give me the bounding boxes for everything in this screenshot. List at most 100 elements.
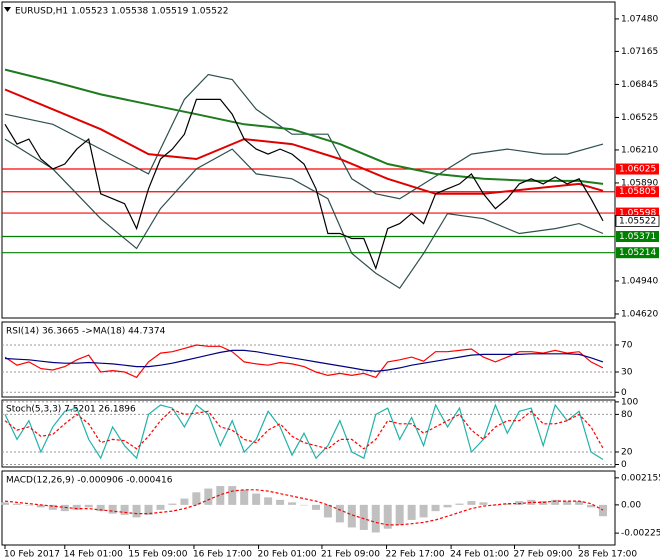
histogram-bar bbox=[192, 492, 201, 505]
histogram-bar bbox=[479, 502, 488, 505]
histogram-bar bbox=[276, 499, 285, 505]
level-badge bbox=[616, 230, 659, 242]
histogram-bar bbox=[228, 486, 237, 505]
histogram-bar bbox=[551, 499, 560, 505]
x-tick-label: 20 Feb 01:00 bbox=[258, 550, 317, 560]
series-line bbox=[4, 408, 604, 450]
x-tick-label: 28 Feb 17:00 bbox=[578, 550, 637, 560]
histogram-bar bbox=[204, 488, 213, 505]
histogram-bar bbox=[252, 493, 261, 505]
histogram-bar bbox=[96, 504, 105, 512]
y-tick-label: 1.05890 bbox=[621, 178, 658, 188]
y-tick-label: 70 bbox=[621, 340, 633, 350]
histogram-bar bbox=[443, 504, 452, 508]
histogram-bar bbox=[527, 499, 536, 505]
y-tick-label: 1.04620 bbox=[621, 309, 658, 319]
y-tick-label: 100 bbox=[621, 397, 638, 407]
panel-title: MACD(12,26,9) -0.000906 -0.000416 bbox=[6, 476, 173, 486]
histogram-bar bbox=[132, 504, 141, 518]
y-tick-label: 1.06525 bbox=[621, 113, 658, 123]
y-tick-label: 1.07480 bbox=[621, 14, 658, 24]
level-badge bbox=[616, 163, 659, 175]
histogram-bar bbox=[335, 504, 344, 523]
histogram-bar bbox=[311, 504, 320, 510]
y-tick-label: 0 bbox=[621, 460, 627, 470]
panel-title: EURUSD,H1 1.05523 1.05538 1.05519 1.0552… bbox=[15, 7, 228, 17]
histogram-bar bbox=[240, 489, 249, 505]
series-line bbox=[4, 138, 604, 290]
y-tick-label: 1.04940 bbox=[621, 276, 658, 286]
series-line bbox=[4, 349, 604, 372]
y-tick-label: 20 bbox=[621, 447, 633, 457]
histogram-bar bbox=[156, 504, 165, 510]
histogram-bar bbox=[419, 504, 428, 518]
last-price-badge bbox=[615, 215, 660, 227]
histogram-bar bbox=[12, 503, 21, 505]
histogram-bar bbox=[587, 504, 596, 508]
series-line bbox=[4, 73, 604, 200]
panel bbox=[1, 399, 616, 468]
histogram-bar bbox=[431, 504, 440, 512]
histogram-bar bbox=[264, 497, 273, 505]
histogram-bar bbox=[84, 504, 93, 508]
x-tick-label: 27 Feb 09:00 bbox=[513, 550, 572, 560]
histogram-bar bbox=[120, 504, 129, 515]
series-line bbox=[4, 403, 604, 461]
histogram-bar bbox=[144, 504, 153, 515]
level-label: 1.05598 bbox=[619, 209, 656, 219]
series-line bbox=[4, 88, 604, 195]
histogram-bar bbox=[72, 504, 81, 510]
histogram-bar bbox=[323, 504, 332, 518]
level-label: 1.05805 bbox=[619, 187, 656, 197]
y-tick-label: 80 bbox=[621, 410, 633, 420]
histogram-bar bbox=[168, 503, 177, 505]
histogram-bar bbox=[599, 504, 607, 517]
series-line bbox=[4, 68, 604, 185]
x-tick-label: 21 Feb 09:00 bbox=[321, 550, 380, 560]
x-tick-label: 16 Feb 17:00 bbox=[193, 550, 252, 560]
histogram-bar bbox=[24, 504, 33, 506]
histogram-bar bbox=[347, 504, 356, 528]
y-tick-label: 1.06845 bbox=[621, 80, 658, 90]
histogram-bar bbox=[515, 501, 524, 505]
histogram-bar bbox=[563, 501, 572, 505]
histogram-bar bbox=[1, 502, 9, 505]
series-line bbox=[4, 489, 604, 526]
histogram-bar bbox=[371, 504, 380, 533]
histogram-bar bbox=[407, 504, 416, 520]
level-label: 1.06025 bbox=[619, 165, 656, 175]
y-tick-label: 1.06210 bbox=[621, 145, 658, 155]
level-label: 1.05371 bbox=[619, 232, 656, 242]
histogram-bar bbox=[395, 504, 404, 525]
x-tick-label: 24 Feb 01:00 bbox=[450, 550, 509, 560]
histogram-bar bbox=[300, 504, 308, 506]
y-tick-label: 30 bbox=[621, 368, 633, 378]
y-tick-label: 0.00 bbox=[621, 500, 641, 510]
panel-title: RSI(14) 36.3665 ->MA(18) 44.7374 bbox=[6, 327, 166, 337]
series-line bbox=[4, 344, 604, 379]
histogram-bar bbox=[455, 503, 464, 505]
histogram-bar bbox=[359, 504, 368, 530]
histogram-bar bbox=[48, 504, 57, 510]
y-tick-label: 0.002155 bbox=[621, 473, 660, 483]
y-tick-label: 0 bbox=[621, 388, 627, 398]
histogram-bar bbox=[180, 498, 189, 505]
y-tick-label: 1.07165 bbox=[621, 47, 658, 57]
level-badge bbox=[616, 207, 659, 219]
last-price-label: 1.05522 bbox=[619, 216, 656, 226]
x-tick-label: 10 Feb 2017 bbox=[4, 550, 60, 560]
level-label: 1.05214 bbox=[619, 248, 656, 258]
series-line bbox=[4, 98, 604, 271]
histogram-bar bbox=[36, 504, 45, 508]
histogram-bar bbox=[288, 502, 297, 505]
panel bbox=[1, 1, 616, 319]
x-tick-label: 22 Feb 17:00 bbox=[386, 550, 445, 560]
level-badge bbox=[616, 186, 659, 198]
histogram-bar bbox=[467, 501, 476, 505]
histogram-bar bbox=[108, 504, 117, 514]
menu-triangle bbox=[4, 7, 11, 12]
histogram-bar bbox=[383, 504, 392, 529]
y-tick-label: -0.002252 bbox=[621, 529, 660, 539]
